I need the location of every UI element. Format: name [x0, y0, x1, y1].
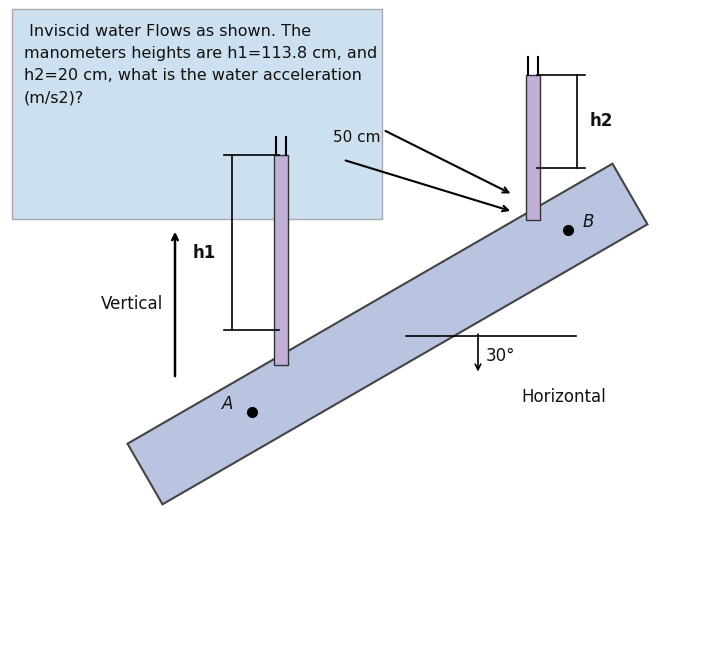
- Text: A: A: [222, 395, 234, 413]
- Bar: [274, 155, 288, 365]
- Bar: [12, 9, 382, 219]
- Text: B: B: [582, 213, 594, 231]
- Text: Inviscid water Flows as shown. The
manometers heights are h1=113.8 cm, and
h2=20: Inviscid water Flows as shown. The manom…: [24, 24, 377, 106]
- Text: Horizontal: Horizontal: [521, 388, 606, 406]
- Text: 50 cm: 50 cm: [333, 130, 380, 145]
- Polygon shape: [127, 164, 647, 504]
- Text: 30°: 30°: [486, 347, 516, 365]
- Bar: [526, 75, 540, 220]
- Text: Vertical: Vertical: [101, 295, 163, 313]
- Text: h1: h1: [192, 244, 216, 262]
- Text: h2: h2: [590, 112, 613, 130]
